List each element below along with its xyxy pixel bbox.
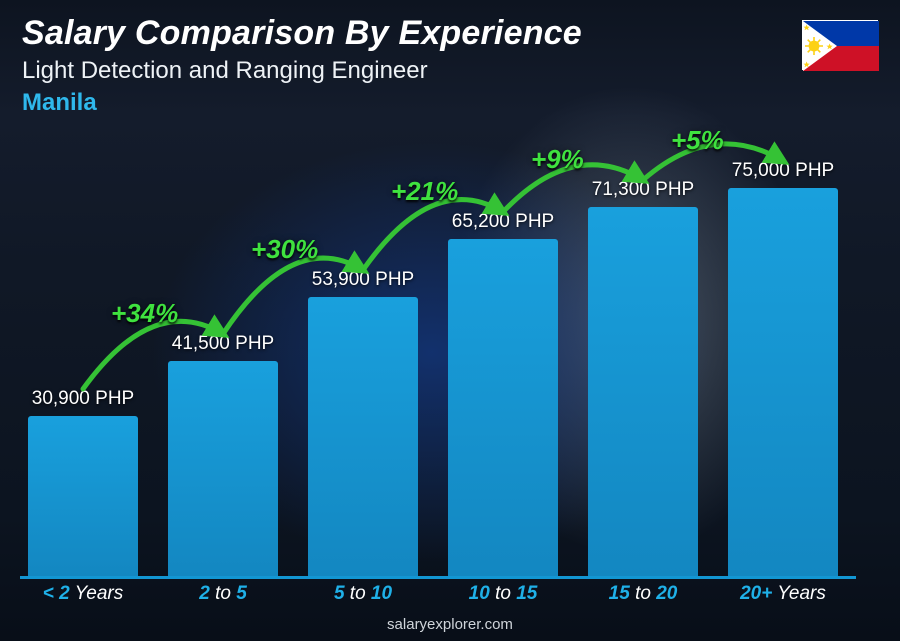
bar-fill [588,207,698,576]
increase-pct-label: +9% [531,144,584,175]
increase-pct-label: +30% [251,234,318,265]
chart-baseline [20,576,856,579]
increase-pct-label: +34% [111,298,178,329]
increase-pct-label: +5% [671,125,724,156]
bar: 71,300 PHP [588,207,698,576]
salary-chart: 30,900 PHP41,500 PHP53,900 PHP65,200 PHP… [20,168,856,579]
x-axis-label: 15 to 20 [573,583,713,605]
page-title: Salary Comparison By Experience [22,14,878,53]
x-axis-label: 5 to 10 [293,583,433,605]
x-axis-labels: < 2 Years2 to 55 to 1010 to 1515 to 2020… [20,583,856,611]
page-subtitle: Light Detection and Ranging Engineer [22,57,878,85]
flag-philippines [802,20,878,70]
footer-source: salaryexplorer.com [0,616,900,633]
x-axis-label: 10 to 15 [433,583,573,605]
x-axis-label: 20+ Years [713,583,853,605]
bar-fill [448,239,558,576]
bar: 75,000 PHP [728,188,838,576]
x-axis-label: < 2 Years [13,583,153,605]
bar: 65,200 PHP [448,239,558,576]
increase-pct-label: +21% [391,176,458,207]
bar: 30,900 PHP [28,416,138,576]
bar-fill [28,416,138,576]
x-axis-label: 2 to 5 [153,583,293,605]
bar-fill [728,188,838,576]
